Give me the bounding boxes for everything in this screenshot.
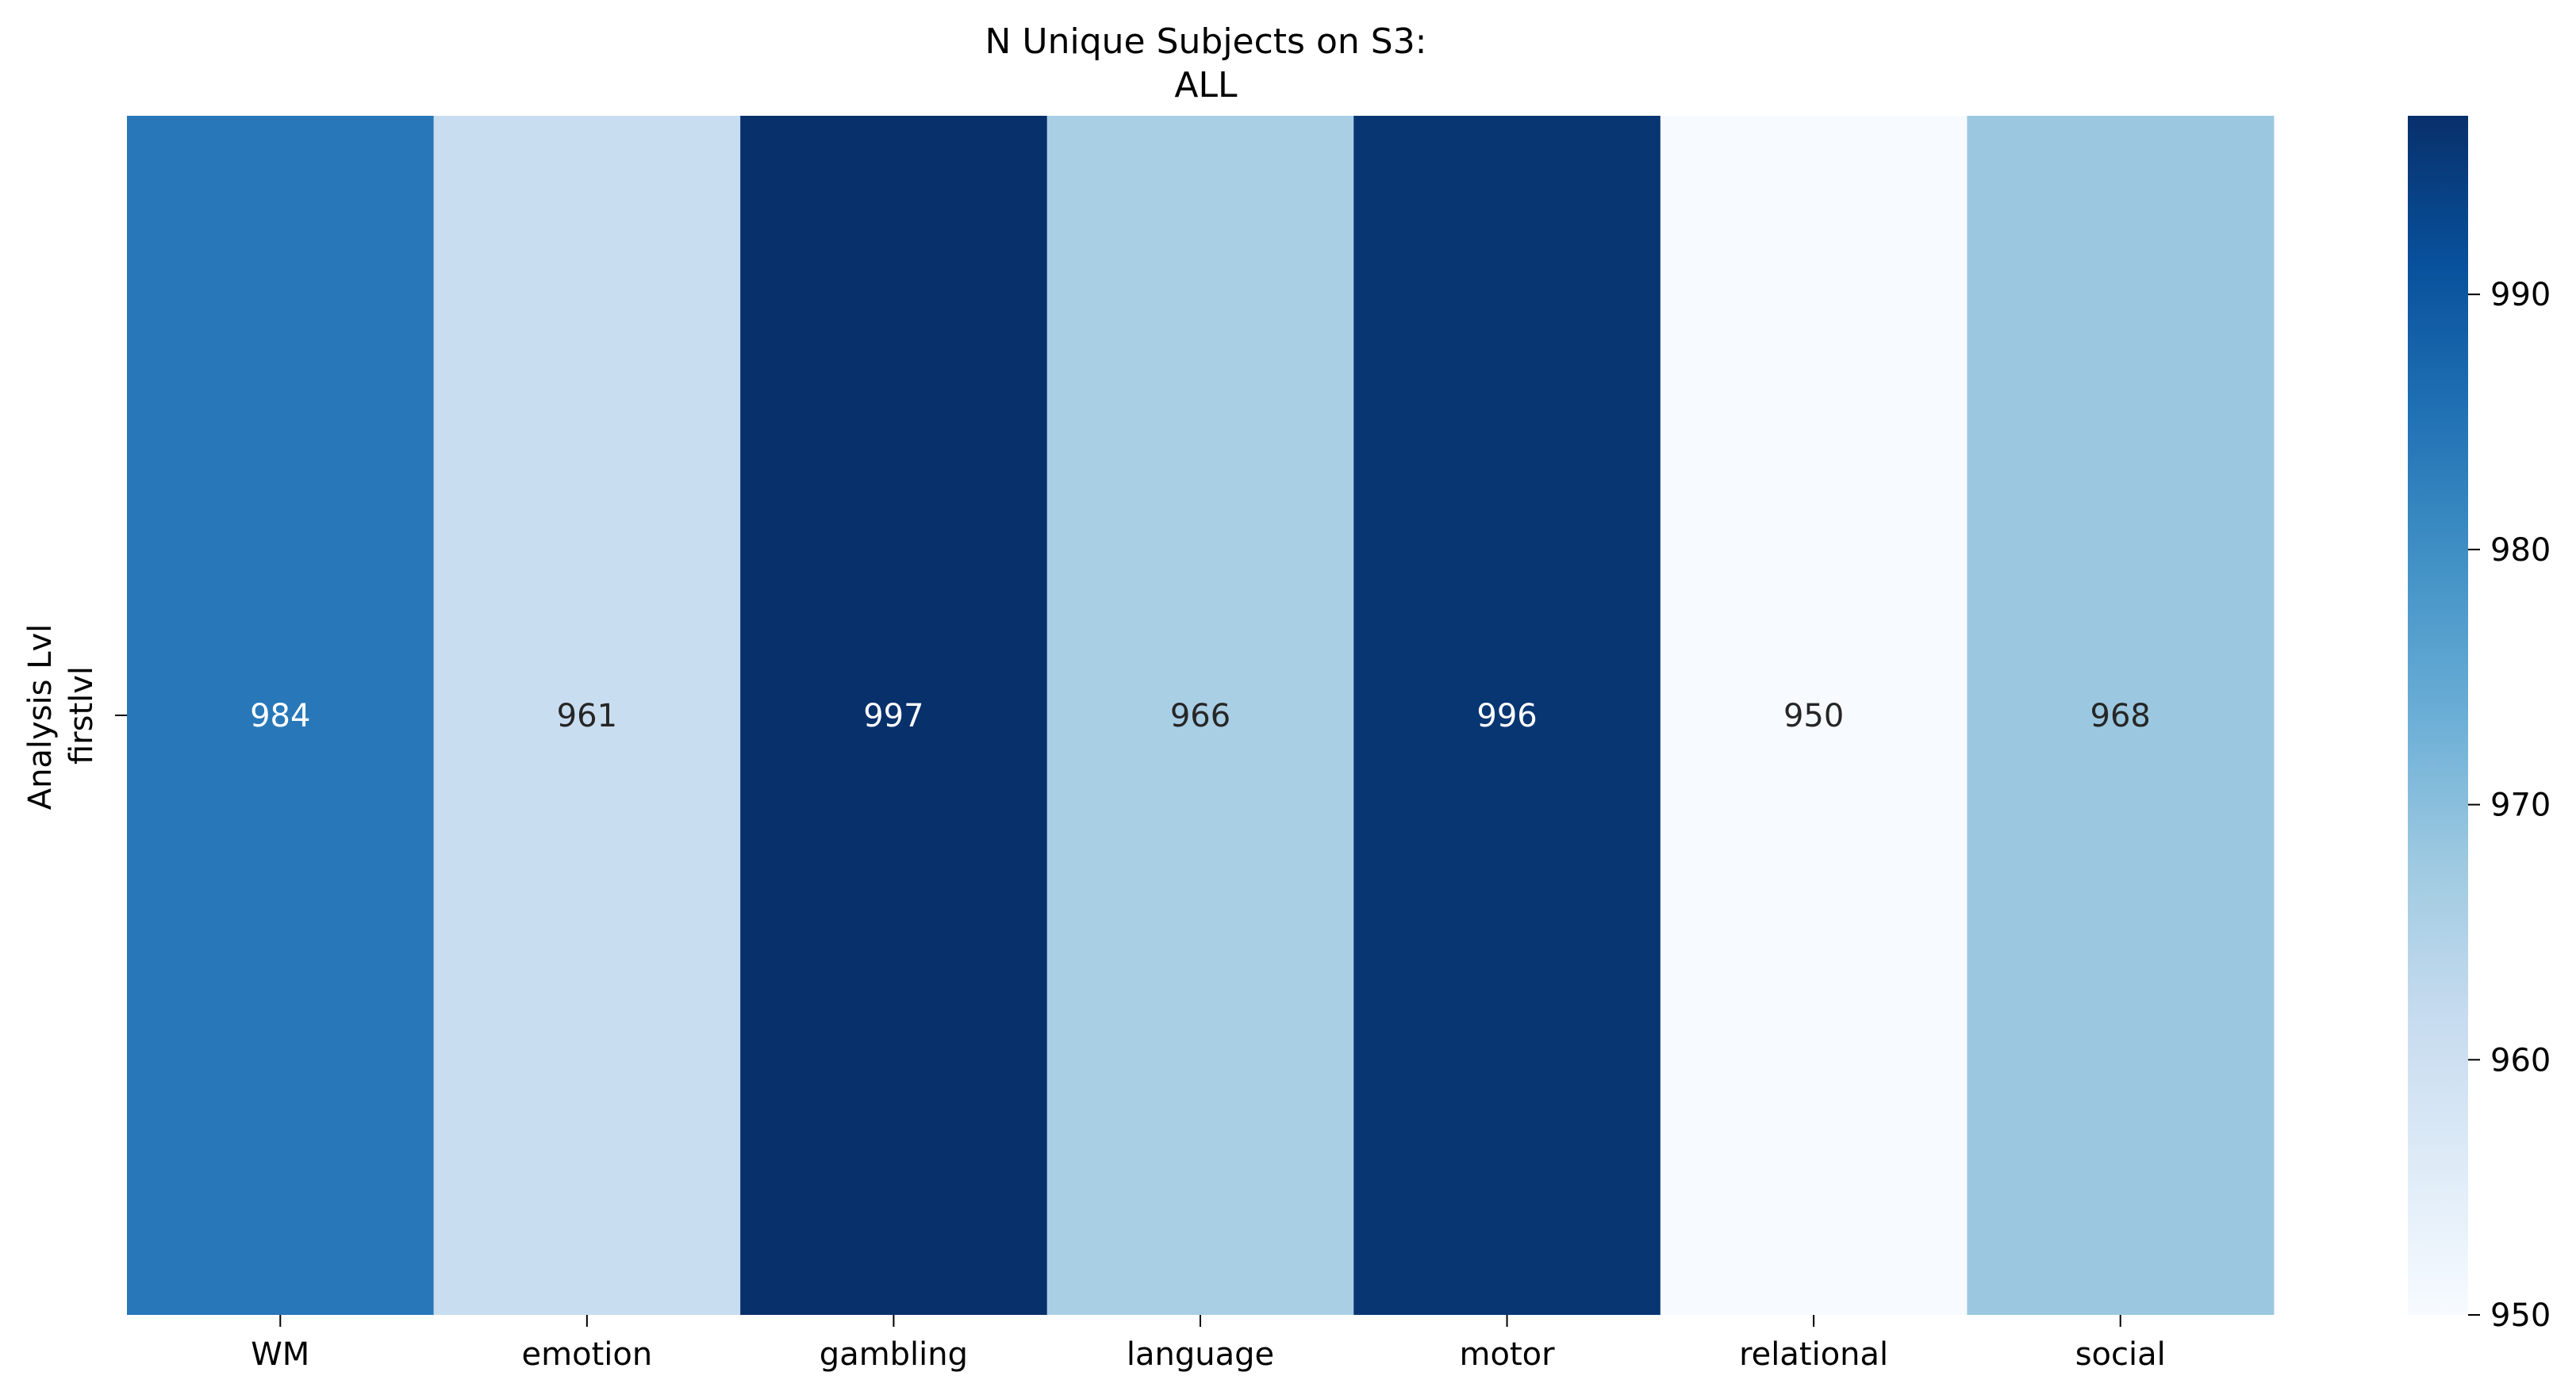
colorbar-tick-label: 950 bbox=[2490, 1297, 2551, 1334]
colorbar-tick-label: 980 bbox=[2490, 532, 2551, 569]
x-tick-label: motor bbox=[1460, 1336, 1556, 1373]
x-tick-label: language bbox=[1127, 1336, 1274, 1373]
heatmap-cell bbox=[1967, 116, 2275, 1315]
heatmap-cell bbox=[740, 116, 1048, 1315]
heatmap-cells bbox=[127, 116, 2275, 1315]
y-axis-label: Analysis Lvl bbox=[22, 624, 59, 811]
cell-value-label: 997 bbox=[863, 698, 923, 734]
cell-annotations: 984 961 997 966 996 950 968 bbox=[250, 698, 2151, 734]
cell-value-label: 984 bbox=[250, 698, 310, 734]
colorbar-tick-label: 990 bbox=[2490, 277, 2551, 313]
heatmap-cell bbox=[127, 116, 435, 1315]
chart-subtitle: ALL bbox=[1174, 65, 1238, 105]
x-axis: WM emotion gambling language motor relational… bbox=[251, 1315, 2166, 1373]
chart-title: N Unique Subjects on S3: bbox=[985, 21, 1426, 62]
x-tick-label: emotion bbox=[522, 1336, 653, 1373]
colorbar-tick-label: 970 bbox=[2490, 788, 2551, 824]
y-axis: firstlvl bbox=[63, 666, 127, 765]
cell-value-label: 961 bbox=[557, 698, 617, 734]
cell-value-label: 950 bbox=[1783, 698, 1844, 734]
x-tick-label: relational bbox=[1739, 1336, 1888, 1373]
colorbar bbox=[2408, 116, 2468, 1315]
cell-value-label: 968 bbox=[2090, 698, 2151, 734]
heatmap-cell bbox=[1660, 116, 1968, 1315]
heatmap-cell bbox=[1046, 116, 1354, 1315]
colorbar-tick-label: 960 bbox=[2490, 1042, 2551, 1079]
x-tick-label: gambling bbox=[820, 1336, 968, 1373]
heatmap-cell bbox=[433, 116, 741, 1315]
x-tick-label: WM bbox=[251, 1336, 309, 1373]
colorbar-axis: 950 960 970 980 990 bbox=[2468, 277, 2551, 1334]
cell-value-label: 996 bbox=[1476, 698, 1537, 734]
heatmap-cell bbox=[1353, 116, 1661, 1315]
cell-value-label: 966 bbox=[1170, 698, 1230, 734]
y-tick-label: firstlvl bbox=[63, 666, 100, 765]
x-tick-label: social bbox=[2075, 1336, 2166, 1373]
